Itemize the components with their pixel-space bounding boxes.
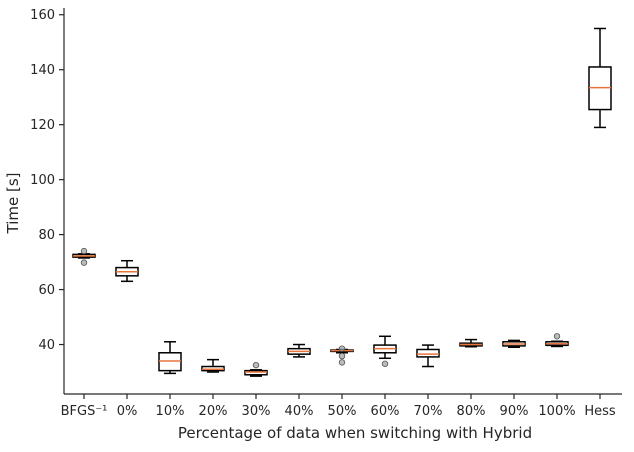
y-tick-label: 60 [38,283,55,298]
box-5 [287,343,311,358]
flier-point [338,359,346,366]
axes-layer [63,8,622,395]
y-tick-label: 120 [30,118,55,133]
flier-point [553,333,561,340]
box-2 [158,341,182,375]
flier-point [338,345,346,352]
flier-point [80,259,88,266]
y-axis-label: Time [s] [4,173,22,235]
y-ticks: 40 60 80 100 120 140 160 [30,8,64,353]
y-tick-label: 140 [30,63,55,78]
box-1 [115,259,139,283]
x-tick-label: 100% [538,404,575,419]
x-tick-label: 60% [371,404,400,419]
flier-point [80,247,88,255]
flier-point [338,352,346,360]
x-tick-label: Hess [584,404,616,419]
x-tick-label: 20% [199,404,228,419]
box-8 [416,344,440,368]
box-7 [373,335,397,367]
x-tick-label: 70% [414,404,443,419]
boxes-layer [72,27,612,377]
box-10 [502,339,526,349]
x-tick-label: 80% [457,404,486,419]
y-tick-label: 100 [30,173,55,188]
y-tick-label: 160 [30,8,55,23]
box-0 [72,247,96,266]
flier-point [381,360,389,367]
x-tick-label: 30% [242,404,271,419]
y-tick-label: 40 [38,338,55,353]
x-tick-label: 10% [156,404,185,419]
box-11 [545,333,569,348]
box-3 [201,358,225,373]
x-tick-label: 40% [285,404,314,419]
box-9 [459,338,483,348]
box-12 [588,27,612,129]
box-6 [330,345,354,366]
y-tick-label: 80 [38,228,55,243]
x-axis-label: Percentage of data when switching with H… [178,424,532,442]
x-tick-label: BFGS⁻¹ [61,404,108,419]
box-4 [244,361,268,377]
x-ticks: BFGS⁻¹ 0% 10% 20% 30% 40% 50% 60% 70% 80% 90% 100% H… [61,394,616,419]
flier-point [252,361,260,369]
x-tick-label: 90% [500,404,529,419]
x-tick-label: 50% [328,404,357,419]
box-body [416,348,440,358]
x-tick-label: 0% [117,404,138,419]
